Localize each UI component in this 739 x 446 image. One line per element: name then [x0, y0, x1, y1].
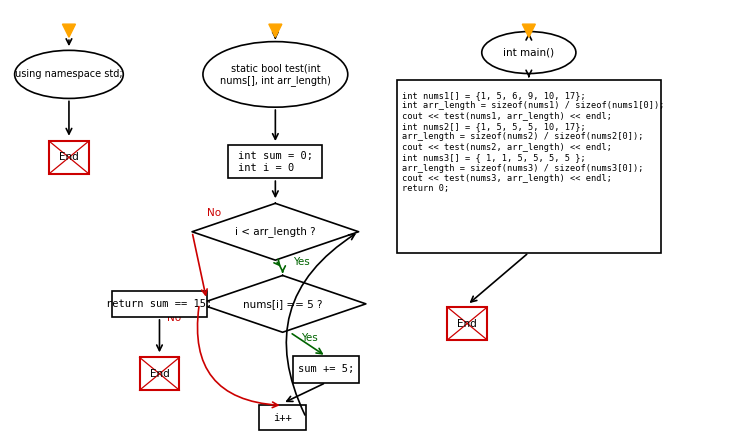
Text: No: No: [167, 314, 181, 323]
Text: sum += 5;: sum += 5;: [298, 364, 354, 375]
Text: nums[i] == 5 ?: nums[i] == 5 ?: [243, 299, 322, 309]
Bar: [293, 356, 358, 383]
Text: int nums1[] = {1, 5, 6, 9, 10, 17};
int arr_length = sizeof(nums1) / sizeof(nums: int nums1[] = {1, 5, 6, 9, 10, 17}; int …: [403, 91, 665, 194]
Polygon shape: [192, 203, 358, 260]
Polygon shape: [200, 276, 366, 332]
Text: int main(): int main(): [503, 48, 554, 58]
Bar: [228, 145, 322, 178]
Bar: [112, 291, 207, 317]
Polygon shape: [522, 24, 535, 37]
Polygon shape: [62, 24, 75, 37]
Text: End: End: [149, 369, 169, 379]
Text: i < arr_length ?: i < arr_length ?: [235, 226, 316, 237]
Text: No: No: [207, 208, 221, 219]
Text: i++: i++: [273, 413, 292, 422]
Bar: [397, 80, 661, 252]
Text: Yes: Yes: [293, 256, 310, 267]
Text: using namespace std;: using namespace std;: [15, 70, 123, 79]
Text: End: End: [457, 318, 477, 329]
Bar: [49, 141, 89, 174]
Text: static bool test(int
nums[], int arr_length): static bool test(int nums[], int arr_len…: [220, 63, 331, 86]
Bar: [140, 357, 180, 390]
Polygon shape: [269, 24, 282, 37]
Text: End: End: [59, 153, 79, 162]
Bar: [259, 405, 306, 429]
Text: return sum == 15;: return sum == 15;: [106, 299, 213, 309]
Text: Yes: Yes: [301, 333, 318, 343]
Bar: [447, 307, 487, 340]
Text: int sum = 0;
int i = 0: int sum = 0; int i = 0: [238, 151, 313, 173]
